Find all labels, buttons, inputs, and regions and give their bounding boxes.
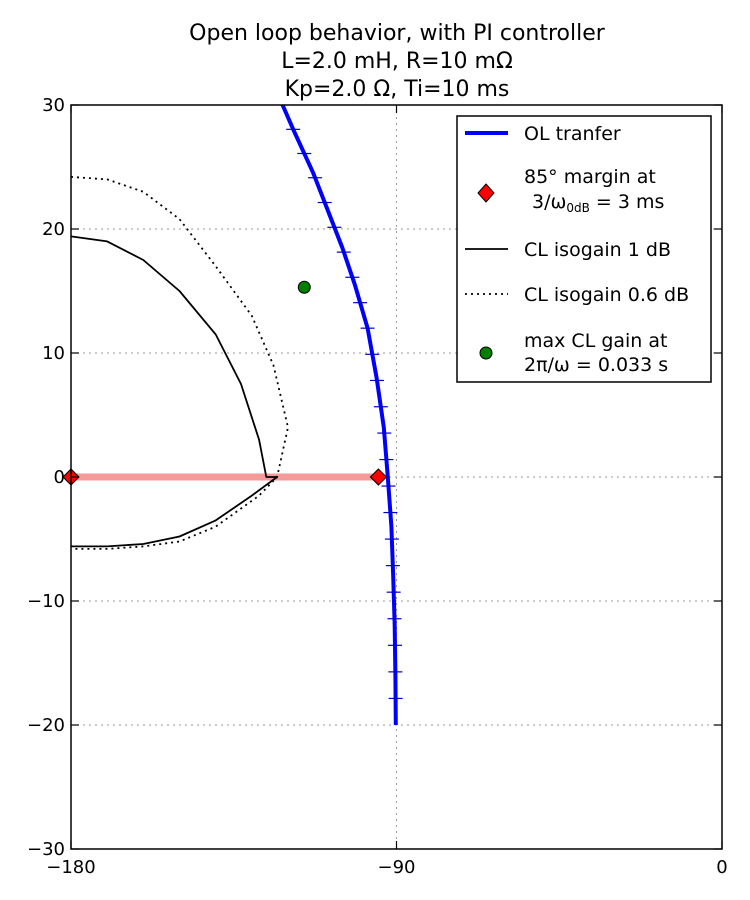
- axis-ticks: −180 −90 0 −30 −20 −10 0 10 20 30: [27, 95, 728, 878]
- legend-label-cl-06db: CL isogain 0.6 dB: [524, 284, 689, 306]
- legend-margin-subscript: 0dB: [566, 201, 589, 215]
- x-tick-label-90: −90: [378, 857, 416, 878]
- legend-margin-value: = 3 ms: [590, 191, 665, 213]
- legend-label-cl-1db: CL isogain 1 dB: [524, 239, 671, 261]
- title-line-1: Open loop behavior, with PI controller: [189, 21, 606, 46]
- legend-label-ol-transfer: OL tranfer: [524, 123, 621, 145]
- legend-label-max-cl-line-2: 2π/ω = 0.033 s: [524, 354, 668, 376]
- marker-85-margin-at-3-0db-3-1: [369, 468, 388, 486]
- legend-label-max-cl-line-1: max CL gain at: [524, 330, 667, 352]
- x-tick-label-180: −180: [46, 857, 95, 878]
- chart-title: Open loop behavior, with PI controller L…: [189, 21, 606, 102]
- title-line-2: L=2.0 mH, R=10 mΩ: [281, 49, 513, 74]
- y-tick-label-10: −10: [27, 591, 65, 612]
- marker-max-cl-gain-at-2-0-0-0: [297, 280, 311, 294]
- y-tick-label-30: −30: [27, 839, 65, 860]
- y-tick-label-20: 20: [42, 219, 65, 240]
- series-cl-isogain-1-db: [70, 235, 278, 548]
- legend: OL tranfer 85° margin at 3/ω0dB = 3 ms C…: [456, 115, 712, 383]
- title-line-3: Kp=2.0 Ω, Ti=10 ms: [285, 77, 510, 102]
- legend-label-margin-line-1: 85° margin at: [524, 166, 656, 188]
- y-tick-label-0: 0: [54, 467, 65, 488]
- y-tick-label-30: 30: [42, 95, 65, 116]
- series-ol-tranfer: [280, 104, 398, 726]
- series-layer: [70, 104, 403, 726]
- legend-label-margin-line-2: 3/ω0dB = 3 ms: [532, 191, 664, 215]
- legend-margin-omega: 3/ω: [532, 191, 566, 213]
- legend-key-margin-diamond: [477, 183, 495, 203]
- y-tick-label-20: −20: [27, 715, 65, 736]
- y-tick-label-10: 10: [42, 343, 65, 364]
- legend-key-max-cl-circle: [479, 346, 493, 360]
- x-tick-label-0: 0: [716, 857, 727, 878]
- marker-layer: [62, 280, 388, 486]
